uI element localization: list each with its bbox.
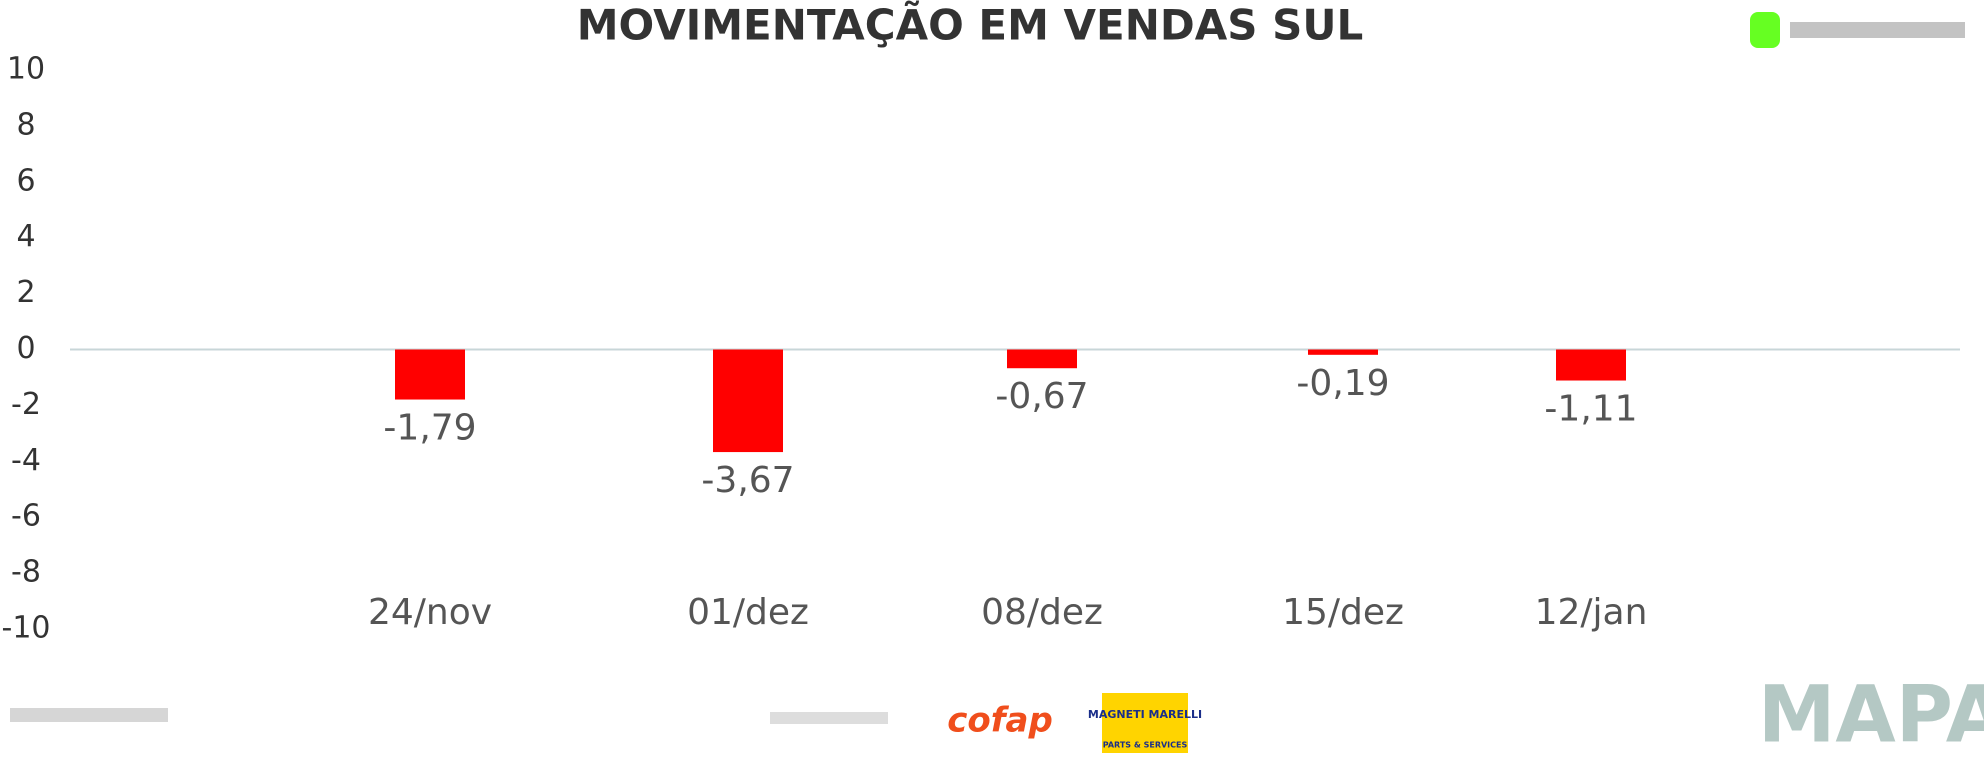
y-tick-label: -6 bbox=[11, 499, 41, 534]
source-note bbox=[10, 708, 168, 722]
chart-title: MOVIMENTAÇÃO EM VENDAS SUL bbox=[577, 0, 1364, 50]
sponsor-logo: MAGNETI MARELLI bbox=[1088, 708, 1202, 721]
y-tick-label: -10 bbox=[2, 611, 51, 646]
y-tick-label: 4 bbox=[16, 219, 35, 254]
x-tick-label: 01/dez bbox=[687, 592, 809, 633]
sponsor-logo: PARTS & SERVICES bbox=[1103, 741, 1188, 750]
data-label: -1,11 bbox=[1544, 389, 1637, 430]
y-tick-label: 8 bbox=[16, 107, 35, 142]
x-tick-label: 12/jan bbox=[1535, 592, 1648, 633]
bar bbox=[713, 349, 783, 453]
sponsor-note bbox=[770, 712, 888, 724]
data-label: -0,19 bbox=[1296, 363, 1389, 404]
x-tick-label: 15/dez bbox=[1282, 592, 1404, 633]
y-tick-label: -2 bbox=[11, 387, 41, 422]
logo-icon bbox=[1750, 12, 1780, 48]
x-tick-label: 08/dez bbox=[981, 592, 1103, 633]
y-tick-label: 6 bbox=[16, 163, 35, 198]
y-tick-label: 10 bbox=[7, 52, 45, 87]
y-tick-label: 0 bbox=[16, 331, 35, 366]
x-tick-label: 24/nov bbox=[368, 592, 492, 633]
sponsor-logo: cofap bbox=[947, 701, 1053, 741]
y-tick-label: -8 bbox=[11, 555, 41, 590]
data-label: -0,67 bbox=[995, 376, 1088, 417]
bar bbox=[1308, 349, 1378, 355]
data-label: -1,79 bbox=[383, 408, 476, 449]
bar bbox=[395, 349, 465, 400]
bar bbox=[1007, 349, 1077, 369]
brand-logo: MAPA bbox=[1758, 670, 1984, 760]
bar bbox=[1556, 349, 1626, 381]
y-tick-label: 2 bbox=[16, 275, 35, 310]
sponsor-logo-box bbox=[1102, 693, 1188, 753]
logo-text bbox=[1790, 22, 1965, 38]
data-label: -3,67 bbox=[701, 460, 794, 501]
y-tick-label: -4 bbox=[11, 443, 41, 478]
